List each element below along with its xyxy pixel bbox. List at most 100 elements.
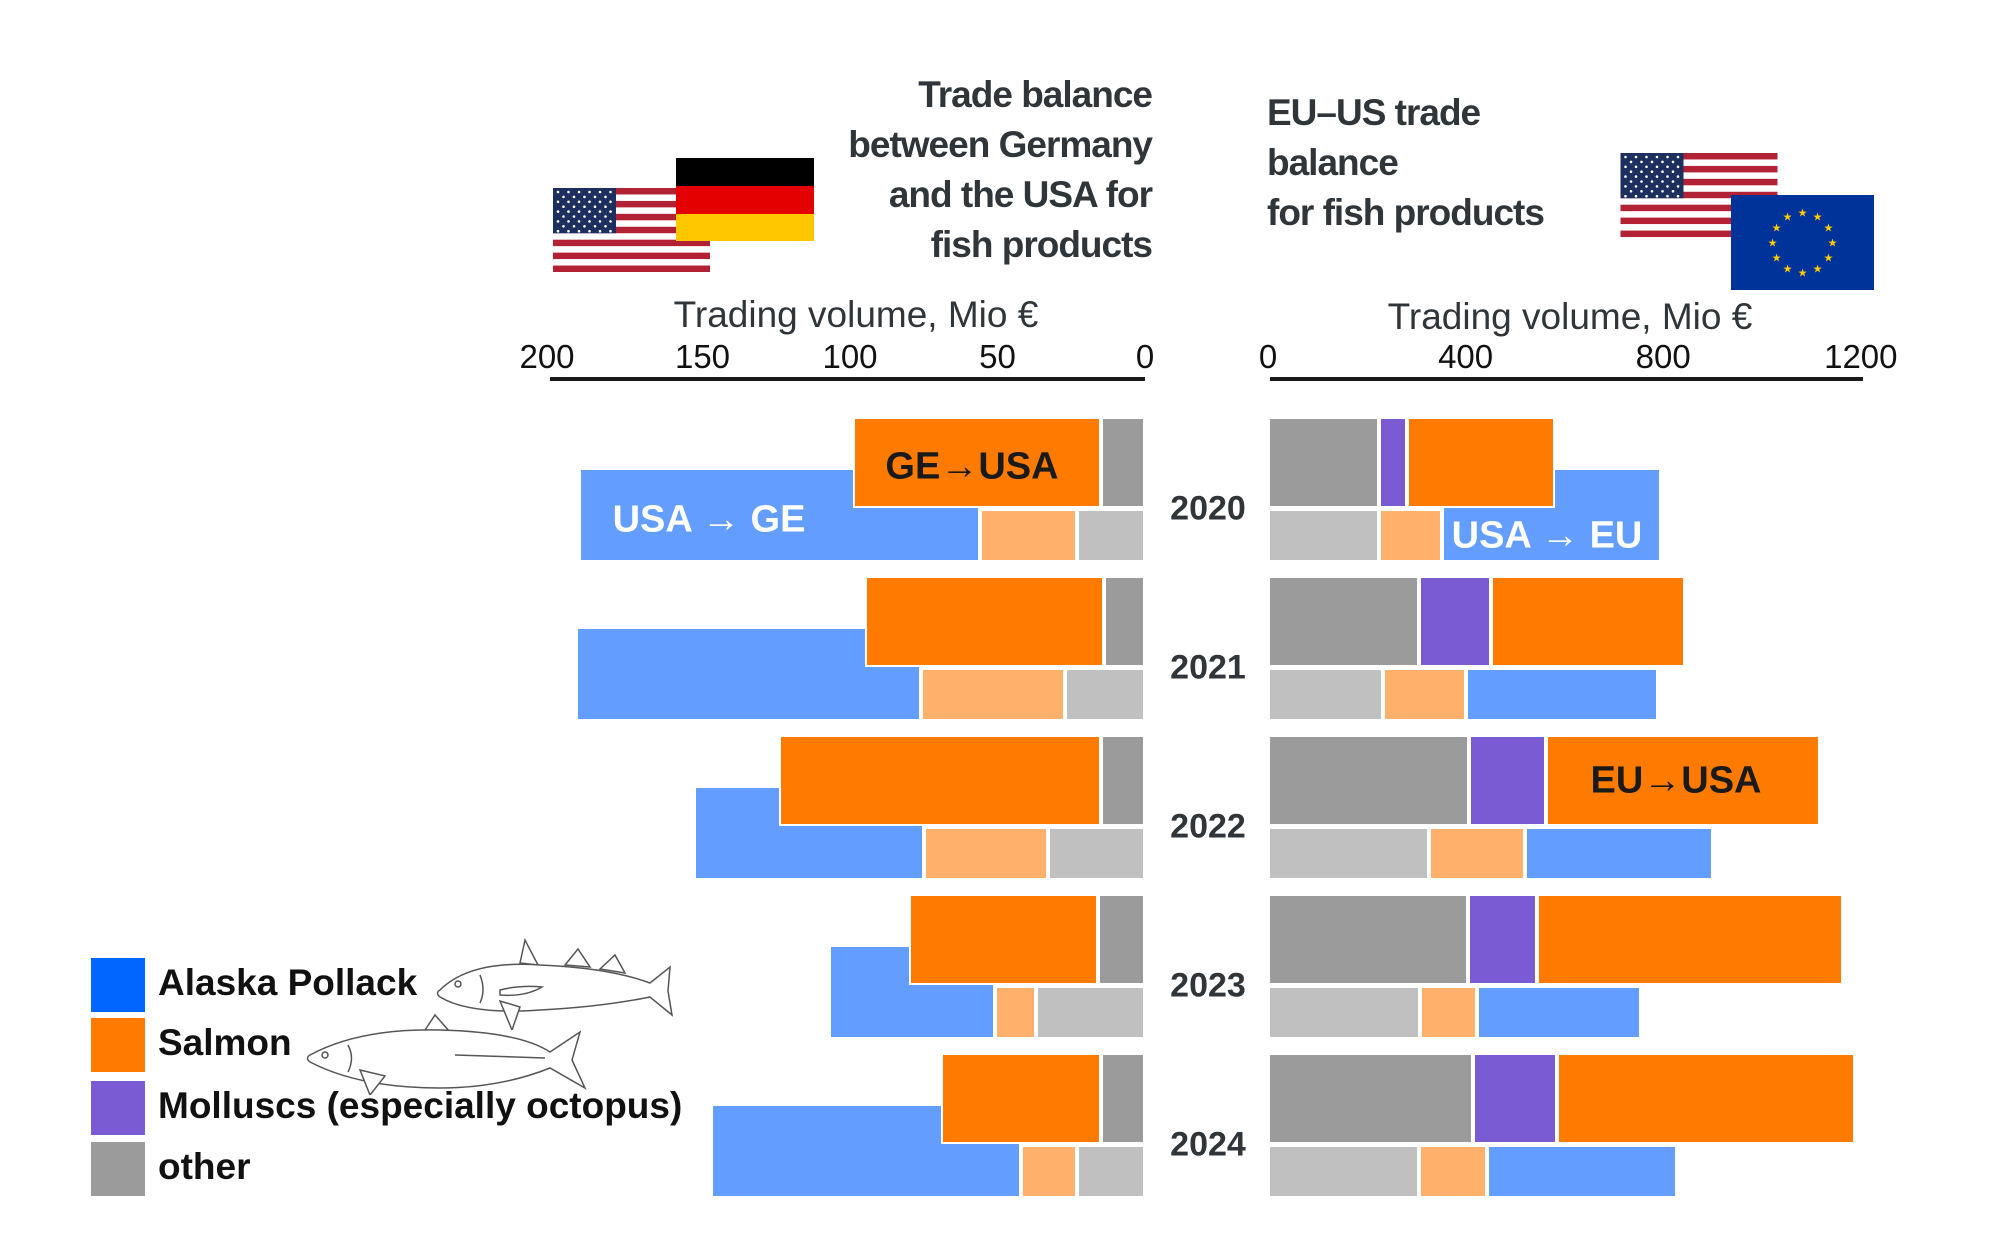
eu-star-icon: ★ xyxy=(1828,237,1838,250)
eu-star-icon: ★ xyxy=(1798,207,1808,220)
x-axis-line-left xyxy=(550,377,1145,381)
bar-usa-ge-salmon-2022 xyxy=(923,827,1048,880)
x-tick-label: 0 xyxy=(1135,338,1155,375)
x-tick-label: 200 xyxy=(519,338,575,375)
bar-eu-usa-molluscs-2021 xyxy=(1418,576,1491,667)
title-line: balance xyxy=(1267,142,1399,183)
eu-star-icon: ★ xyxy=(1813,262,1823,275)
legend-label: other xyxy=(158,1146,251,1187)
bar-usa-ge-other-2024 xyxy=(1077,1145,1145,1198)
year-label: 2023 xyxy=(1170,966,1246,1005)
eu-star-icon: ★ xyxy=(1813,211,1823,224)
legend-swatch-other xyxy=(91,1142,145,1196)
year-label: 2024 xyxy=(1170,1125,1246,1164)
bar-eu-usa-salmon-2023 xyxy=(1537,894,1844,985)
chart-title-eu-us: EU–US trade balance for fish products xyxy=(1267,88,1545,238)
bar-ge-usa-salmon-2021 xyxy=(864,576,1104,667)
bar-usa-ge-alaska-pollack-2021 xyxy=(575,627,921,721)
bar-usa-eu-salmon-2023 xyxy=(1420,986,1477,1039)
us-flag-icon xyxy=(553,188,710,272)
eu-star-icon: ★ xyxy=(1824,252,1834,265)
bar-usa-ge-salmon-2021 xyxy=(920,668,1066,721)
title-line: and the USA for xyxy=(888,174,1153,215)
bar-eu-usa-molluscs-2022 xyxy=(1469,735,1546,826)
title-line: between Germany xyxy=(848,124,1153,165)
label-usa-to-ge: USA → GE xyxy=(612,498,806,541)
year-label: 2021 xyxy=(1170,648,1246,687)
bar-ge-usa-other-2023 xyxy=(1097,894,1145,985)
germany-flag-icon xyxy=(676,158,814,241)
bar-eu-usa-other-2024 xyxy=(1268,1053,1473,1144)
title-line: for fish products xyxy=(1267,192,1545,233)
bar-eu-usa-molluscs-2023 xyxy=(1468,894,1538,985)
salmon-fish-icon xyxy=(306,1013,587,1095)
bar-usa-eu-salmon-2020 xyxy=(1379,509,1443,562)
bar-eu-usa-salmon-2020 xyxy=(1407,417,1556,508)
x-tick-label: 1200 xyxy=(1824,338,1898,375)
bar-usa-ge-salmon-2024 xyxy=(1021,1145,1078,1198)
bar-ge-usa-salmon-2022 xyxy=(779,735,1101,826)
bar-usa-eu-salmon-2021 xyxy=(1383,668,1466,721)
bar-usa-eu-other-2022 xyxy=(1268,827,1429,880)
bar-eu-usa-other-2023 xyxy=(1268,894,1469,985)
eu-star-icon: ★ xyxy=(1772,222,1782,235)
eu-star-icon: ★ xyxy=(1798,267,1808,280)
bar-usa-eu-alaska-pollack-2021 xyxy=(1465,668,1659,721)
legend-label: Salmon xyxy=(158,1022,292,1063)
pollack-fish-icon xyxy=(436,937,674,1030)
bar-usa-eu-alaska-pollack-2022 xyxy=(1524,827,1714,880)
bar-ge-usa-other-2024 xyxy=(1100,1053,1145,1144)
bar-usa-eu-other-2024 xyxy=(1268,1145,1419,1198)
label-usa-to-eu: USA → EU xyxy=(1451,514,1643,557)
x-axis-line-right xyxy=(1270,377,1863,381)
bar-usa-eu-salmon-2022 xyxy=(1428,827,1525,880)
bar-ge-usa-salmon-2020 xyxy=(852,417,1101,508)
bar-usa-ge-other-2020 xyxy=(1077,509,1145,562)
x-tick-label: 50 xyxy=(979,338,1016,375)
bar-usa-eu-other-2021 xyxy=(1268,668,1384,721)
bar-usa-ge-other-2022 xyxy=(1047,827,1145,880)
eu-star-icon: ★ xyxy=(1783,211,1793,224)
x-tick-label: 150 xyxy=(674,338,731,375)
x-tick-label: 800 xyxy=(1635,338,1691,375)
year-label: 2020 xyxy=(1170,489,1246,528)
x-axis-title-right: Trading volume, Mio € xyxy=(1387,296,1753,337)
bar-eu-usa-other-2020 xyxy=(1268,417,1380,508)
eu-flag-icon: ★ ★★★★★★★★★★★ xyxy=(1731,195,1874,290)
bar-eu-usa-salmon-2021 xyxy=(1490,576,1686,667)
bar-eu-usa-salmon-2024 xyxy=(1556,1053,1856,1144)
title-line: fish products xyxy=(930,224,1153,265)
bar-ge-usa-other-2022 xyxy=(1100,735,1145,826)
bar-ge-usa-other-2021 xyxy=(1103,576,1145,667)
bar-usa-eu-other-2020 xyxy=(1268,509,1380,562)
legend-label: Alaska Pollack xyxy=(158,962,418,1003)
bar-ge-usa-salmon-2023 xyxy=(909,894,1098,985)
bar-ge-usa-other-2020 xyxy=(1100,417,1145,508)
bar-ge-usa-salmon-2024 xyxy=(941,1053,1101,1144)
x-tick-label: 400 xyxy=(1438,338,1494,375)
title-line: Trade balance xyxy=(918,74,1153,115)
eu-star-icon: ★ xyxy=(1768,237,1778,250)
title-line: EU–US trade xyxy=(1267,92,1481,133)
x-axis-title-left: Trading volume, Mio € xyxy=(673,294,1039,335)
label-eu-to-usa: EU→USA xyxy=(1590,759,1762,802)
bar-eu-usa-other-2021 xyxy=(1268,576,1419,667)
bar-usa-eu-salmon-2024 xyxy=(1418,1145,1488,1198)
bar-usa-ge-salmon-2023 xyxy=(994,986,1036,1039)
bar-eu-usa-molluscs-2020 xyxy=(1379,417,1408,508)
bar-eu-usa-molluscs-2024 xyxy=(1473,1053,1557,1144)
bar-usa-eu-other-2023 xyxy=(1268,986,1421,1039)
label-ge-to-usa: GE→USA xyxy=(885,445,1059,488)
bar-usa-ge-other-2021 xyxy=(1065,668,1145,721)
bar-usa-eu-alaska-pollack-2023 xyxy=(1476,986,1642,1039)
eu-star-icon: ★ xyxy=(1824,222,1834,235)
x-tick-label: 0 xyxy=(1258,338,1278,375)
bar-usa-ge-other-2023 xyxy=(1035,986,1145,1039)
legend-swatch-salmon xyxy=(91,1018,145,1072)
x-tick-label: 100 xyxy=(822,338,878,375)
bar-usa-eu-alaska-pollack-2024 xyxy=(1487,1145,1677,1198)
legend-swatch-molluscs xyxy=(91,1081,145,1135)
eu-star-icon: ★ xyxy=(1772,252,1782,265)
us-flag-icon xyxy=(1620,153,1778,237)
eu-star-icon: ★ xyxy=(1783,262,1793,275)
